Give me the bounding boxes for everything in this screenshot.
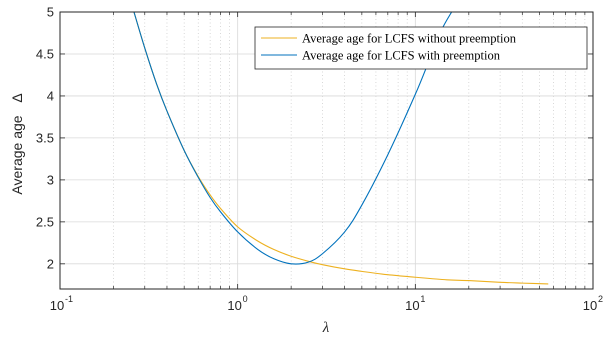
x-tick-label-exponent: 0 — [243, 294, 248, 304]
y-tick-label: 4 — [47, 88, 54, 103]
y-tick-label: 2.5 — [36, 214, 54, 229]
x-tick-label-base: 10 — [50, 298, 64, 313]
x-tick-label-exponent: 1 — [420, 294, 425, 304]
legend-entry-2: Average age for LCFS with preemption — [302, 49, 501, 63]
y-tick-label: 3.5 — [36, 130, 54, 145]
y-tick-label: 4.5 — [36, 46, 54, 61]
x-tick-label: 10 0 — [227, 294, 247, 313]
y-axis-symbol: Δ — [9, 93, 25, 102]
y-tick-label: 2 — [47, 256, 54, 271]
x-axis-label: λ — [322, 320, 330, 336]
y-tick-label: 3 — [47, 172, 54, 187]
plot-frame — [59, 11, 594, 290]
legend-entry-1: Average age for LCFS without preemption — [302, 32, 517, 46]
y-axis-label: Average age — [9, 115, 25, 194]
x-tick-label: 10 -1 — [50, 294, 73, 313]
x-tick-label-base: 10 — [405, 298, 419, 313]
x-tick-label: 10 2 — [583, 294, 603, 313]
legend-box — [254, 26, 588, 70]
legend: Average age for LCFS without preemption A… — [254, 26, 588, 70]
series-line-with-preemption — [133, 12, 453, 265]
axis-ticks — [59, 11, 593, 289]
y-tick-label: 5 — [47, 5, 54, 20]
series-lines — [133, 12, 549, 285]
x-tick-label-base: 10 — [227, 298, 241, 313]
x-tick-label-exponent: -1 — [65, 294, 73, 304]
x-tick-label-base: 10 — [583, 298, 597, 313]
x-tick-label: 10 1 — [405, 294, 425, 313]
x-tick-label-exponent: 2 — [598, 294, 603, 304]
